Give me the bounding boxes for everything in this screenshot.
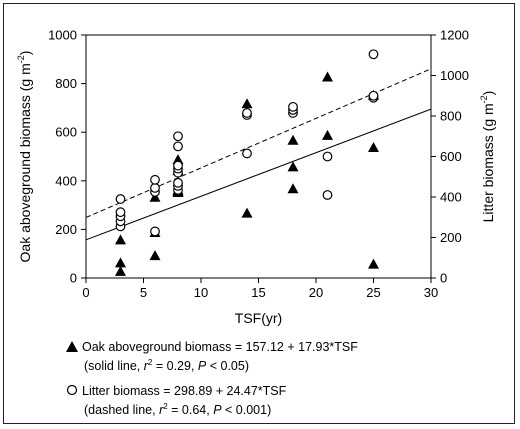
litter-point — [368, 90, 379, 101]
x-tick-label: 0 — [82, 285, 89, 300]
oak-point — [368, 141, 379, 152]
y-right-tick-label: 1000 — [440, 68, 469, 83]
litter-point — [322, 190, 333, 200]
y-left-tick-label: 1000 — [48, 28, 77, 43]
legend-oak: Oak aboveground biomass = 157.12 + 17.93… — [66, 340, 486, 374]
chart-axes — [81, 34, 436, 283]
litter-point — [150, 174, 160, 185]
oak-fit-line — [85, 108, 432, 241]
y-left-tick-label: 600 — [55, 125, 77, 140]
y-left-tick-label: 800 — [55, 76, 77, 91]
litter-point — [173, 177, 183, 188]
y-left-tick-label: 0 — [70, 271, 77, 286]
legend-litter-equation: Litter biomass = 298.89 + 24.47*TSF — [82, 384, 287, 398]
y-right-tick-label: 0 — [440, 271, 447, 286]
legend-litter: Litter biomass = 298.89 + 24.47*TSF (das… — [66, 384, 486, 418]
litter-point — [173, 131, 183, 142]
oak-point — [115, 234, 126, 245]
oak-point — [287, 134, 299, 145]
x-tick-label: 10 — [194, 285, 208, 300]
litter-point — [115, 194, 126, 204]
y-left-tick-label: 200 — [55, 222, 77, 237]
litter-point — [368, 49, 379, 60]
figure-frame — [3, 3, 515, 424]
plot-area — [85, 34, 432, 279]
y-right-axis-title: Litter biomass (g m-2) — [479, 91, 496, 223]
y-right-tick-label: 800 — [440, 109, 462, 124]
open-circle-icon — [66, 384, 82, 399]
y-right-tick-label: 200 — [440, 230, 462, 245]
litter-point — [173, 141, 183, 152]
oak-point — [115, 265, 126, 276]
litter-point — [322, 151, 333, 162]
filled-triangle-icon — [66, 340, 82, 355]
x-tick-label: 20 — [309, 285, 323, 300]
x-axis-title: TSF(yr) — [235, 310, 282, 326]
oak-point — [149, 250, 161, 261]
litter-point — [150, 226, 160, 237]
y-left-tick-label: 400 — [55, 173, 77, 188]
litter-point — [173, 160, 183, 171]
y-right-tick-label: 1200 — [440, 28, 469, 43]
oak-point — [241, 98, 253, 109]
legend-oak-note: (solid line, r2 = 0.29, P < 0.05) — [84, 358, 249, 374]
y-right-tick-label: 400 — [440, 190, 462, 205]
x-tick-label: 5 — [140, 285, 147, 300]
oak-point — [287, 161, 299, 172]
x-tick-label: 15 — [251, 285, 265, 300]
x-tick-label: 30 — [424, 285, 438, 300]
data-points — [115, 49, 379, 276]
litter-point — [242, 108, 252, 118]
oak-point — [322, 71, 333, 82]
y-left-axis-title: Oak aboveground biomass (g m-2) — [16, 51, 33, 263]
litter-point — [150, 182, 160, 193]
oak-point — [115, 257, 126, 268]
litter-point — [242, 148, 252, 159]
regression-lines — [85, 68, 432, 241]
litter-fit-line — [85, 68, 432, 218]
axis-labels: 0 5 10 15 20 25 300200400600800100002004006008… — [16, 28, 496, 327]
oak-point — [241, 207, 253, 218]
legend-litter-note: (dashed line, r2 = 0.64, P < 0.001) — [84, 402, 272, 418]
legend-oak-equation: Oak aboveground biomass = 157.12 + 17.93… — [82, 340, 358, 354]
oak-point — [287, 183, 299, 194]
oak-point — [322, 129, 333, 140]
y-right-tick-label: 600 — [440, 149, 462, 164]
x-tick-label: 25 — [366, 285, 380, 300]
litter-point — [288, 101, 298, 112]
oak-point — [368, 258, 379, 269]
litter-point — [115, 207, 126, 218]
